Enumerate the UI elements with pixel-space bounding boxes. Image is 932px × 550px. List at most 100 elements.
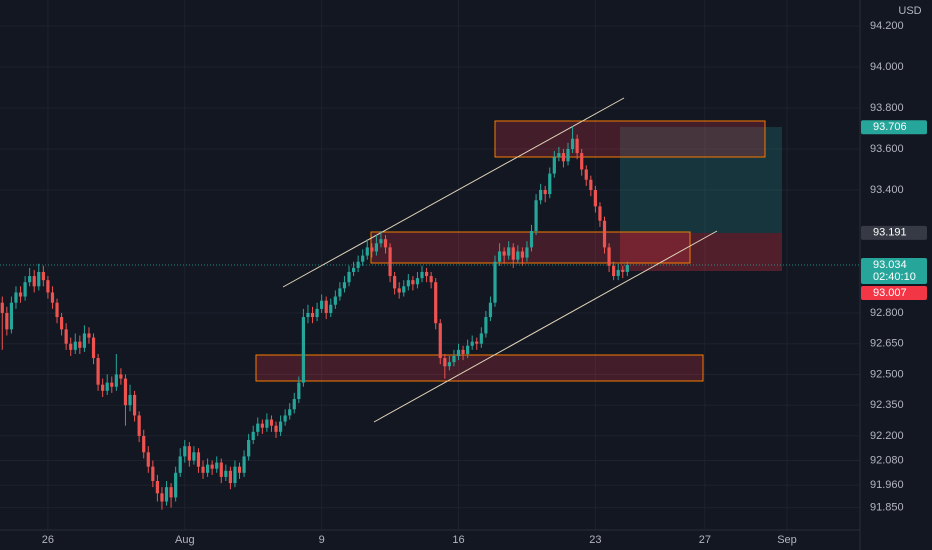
candle-body: [438, 323, 442, 359]
x-tick-label: 23: [589, 534, 601, 546]
y-tick-label: 91.960: [870, 479, 904, 491]
currency-label: USD: [898, 5, 921, 17]
candle-body: [411, 280, 415, 285]
candle-body: [475, 341, 479, 344]
candle-body: [379, 239, 383, 244]
axes: USD 94.200 94.000 93.800 93.600 93.400 92.800…: [42, 5, 927, 546]
candle-body: [502, 251, 506, 256]
candle-body: [584, 169, 588, 180]
candle-body: [183, 446, 187, 457]
candle-body: [507, 247, 511, 256]
candle-body: [32, 276, 36, 287]
candle-body: [534, 200, 538, 231]
candle-body: [552, 157, 556, 174]
channel-line: [373, 230, 718, 423]
candle-body: [320, 300, 324, 309]
candle-body: [151, 466, 155, 482]
candle-body: [566, 148, 570, 162]
candle-body: [132, 394, 137, 416]
candle-body: [260, 423, 264, 428]
candle-body: [598, 206, 602, 221]
x-tick-label: Aug: [175, 534, 195, 546]
candle-body: [397, 288, 401, 293]
price-badge: [861, 286, 927, 300]
candle-body: [557, 153, 561, 158]
candle-body: [41, 271, 45, 281]
candle-body: [101, 384, 105, 391]
candle-body: [174, 472, 178, 498]
candle-body: [324, 300, 328, 313]
candle-body: [602, 220, 607, 248]
candle-body: [87, 333, 91, 338]
price-badge-label: 93.007: [873, 287, 907, 299]
x-tick-label: 9: [319, 534, 325, 546]
candle-body: [73, 341, 77, 350]
candle-body: [64, 329, 68, 344]
x-tick-label: 16: [452, 534, 464, 546]
price-badge-label: 93.191: [873, 227, 907, 239]
candle-body: [242, 456, 246, 473]
candle-body: [393, 276, 397, 289]
zone-box: [255, 354, 704, 382]
price-badge: [861, 225, 927, 240]
candle-body: [274, 425, 278, 432]
y-tick-label: 93.800: [870, 102, 904, 114]
candle-body: [520, 251, 524, 258]
y-tick-label: 93.400: [870, 184, 904, 196]
candle-body: [110, 382, 114, 387]
candle-body: [351, 267, 356, 272]
candle-body: [621, 269, 625, 272]
drawings: [255, 97, 782, 423]
candle-body: [201, 466, 205, 473]
candle-body: [525, 247, 529, 258]
candle-body: [137, 415, 141, 436]
candle-body: [178, 456, 182, 473]
grid: [0, 0, 860, 530]
candle-body: [466, 345, 470, 354]
profit-zone: [620, 127, 782, 233]
candle-body: [78, 341, 82, 348]
candle-body: [310, 312, 315, 318]
candle-body: [160, 493, 164, 502]
y-tick-label: 92.650: [870, 338, 904, 350]
candle-body: [37, 271, 41, 287]
candles: [0, 126, 860, 510]
candle-body: [429, 276, 433, 283]
candle-body: [219, 462, 223, 477]
candle-body: [128, 394, 132, 406]
candle-body: [388, 247, 392, 277]
candle-body: [488, 302, 493, 318]
candle-body: [370, 247, 374, 252]
candle-body: [155, 481, 160, 494]
candle-body: [580, 153, 584, 170]
candle-body: [539, 189, 543, 201]
candle-body: [493, 261, 497, 303]
candle-body: [625, 265, 629, 272]
candle-body: [529, 230, 534, 248]
candle-body: [402, 286, 406, 293]
candle-body: [292, 399, 296, 410]
candle-body: [484, 317, 488, 334]
candle-body: [50, 292, 55, 303]
y-tick-label: 92.500: [870, 368, 904, 380]
candle-body: [607, 247, 611, 266]
candle-body: [365, 247, 369, 256]
candle-body: [543, 189, 547, 195]
candle-body: [434, 282, 438, 324]
candle-body: [55, 302, 59, 318]
candle-body: [612, 265, 616, 277]
candle-body: [142, 435, 146, 453]
candle-body: [0, 302, 4, 313]
candle-body: [187, 446, 191, 461]
candle-body: [452, 355, 456, 363]
price-badge: [861, 120, 927, 135]
candle-body: [479, 333, 483, 344]
channel-line: [282, 97, 625, 288]
candle-body: [169, 487, 173, 498]
candle-body: [14, 292, 18, 303]
candle-body: [105, 382, 109, 391]
candle-body: [69, 343, 73, 350]
candle-body: [265, 419, 269, 428]
candle-body: [119, 374, 123, 379]
